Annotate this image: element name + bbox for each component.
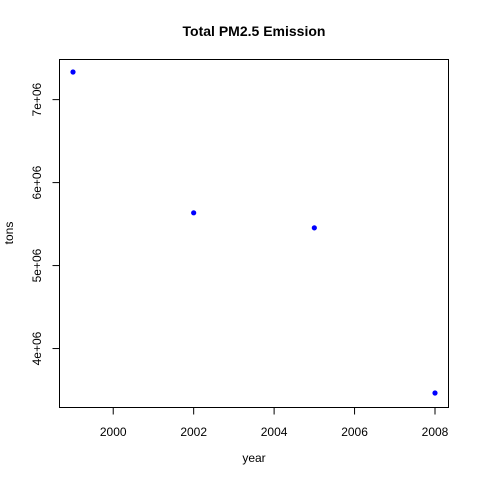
data-point	[191, 210, 197, 216]
plot-frame	[59, 59, 449, 408]
x-tick-label: 2008	[422, 425, 449, 439]
data-point	[311, 225, 317, 231]
x-tick-label: 2000	[100, 425, 127, 439]
y-axis: 4e+06 5e+06 6e+06 7e+06	[30, 82, 60, 365]
data-points	[70, 69, 438, 396]
y-tick-label: 7e+06	[30, 82, 44, 116]
x-tick-label: 2002	[180, 425, 207, 439]
data-point	[432, 390, 438, 396]
chart-title: Total PM2.5 Emission	[183, 23, 326, 39]
x-tick-label: 2006	[341, 425, 368, 439]
x-tick-label: 2004	[261, 425, 288, 439]
y-tick-label: 6e+06	[30, 165, 44, 199]
data-point	[70, 69, 76, 75]
y-tick-label: 4e+06	[30, 331, 44, 365]
x-axis: 2000 2002 2004 2006 2008	[100, 407, 449, 439]
x-axis-label: year	[242, 451, 265, 465]
y-tick-label: 5e+06	[30, 248, 44, 282]
y-axis-label: tons	[2, 222, 16, 245]
